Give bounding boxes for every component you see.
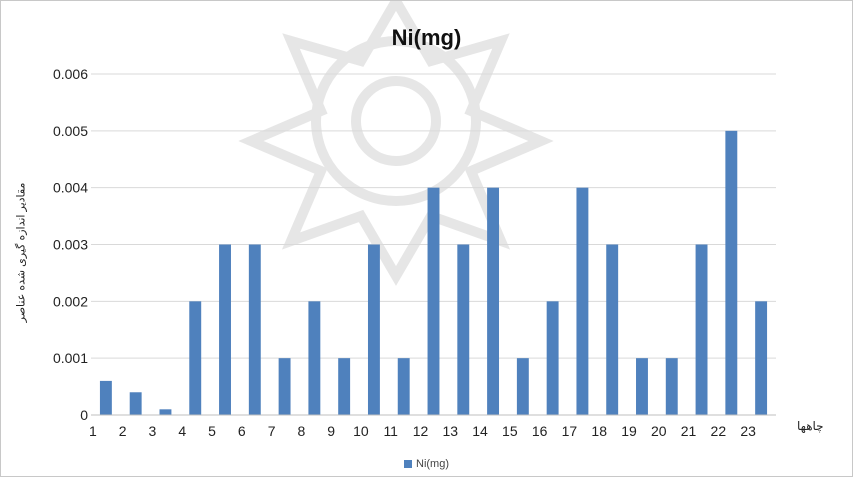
x-tick-label: 14 <box>472 423 488 439</box>
x-tick-label: 17 <box>562 423 578 439</box>
x-tick-label: 12 <box>413 423 429 439</box>
x-tick-label: 22 <box>711 423 727 439</box>
x-tick-label: 9 <box>327 423 335 439</box>
y-tick-label: 0.004 <box>53 180 88 196</box>
bar-21 <box>696 245 708 416</box>
bar-12 <box>428 188 440 415</box>
x-tick-label: 11 <box>383 423 398 439</box>
x-tick-label: 6 <box>238 423 246 439</box>
y-tick-label: 0.005 <box>53 123 88 139</box>
x-tick-label: 4 <box>178 423 186 439</box>
x-tick-label: 10 <box>353 423 369 439</box>
bar-11 <box>398 358 410 415</box>
y-tick-label: 0.003 <box>53 237 88 253</box>
bar-13 <box>457 245 469 416</box>
x-tick-label: 21 <box>681 423 697 439</box>
bar-2 <box>130 392 142 415</box>
bar-6 <box>249 245 261 416</box>
bar-8 <box>308 301 320 415</box>
bar-19 <box>636 358 648 415</box>
legend-label: Ni(mg) <box>416 458 449 470</box>
x-tick-label: 5 <box>208 423 216 439</box>
legend-swatch <box>404 460 412 468</box>
y-tick-label: 0.006 <box>53 66 88 82</box>
x-tick-label: 23 <box>740 423 756 439</box>
x-tick-label: 16 <box>532 423 548 439</box>
legend: Ni(mg) <box>1 458 852 470</box>
y-tick-label: 0.001 <box>53 350 88 366</box>
x-tick-label: 2 <box>119 423 127 439</box>
bar-10 <box>368 245 380 416</box>
bar-16 <box>547 301 559 415</box>
bar-7 <box>279 358 291 415</box>
x-tick-label: 20 <box>651 423 667 439</box>
y-tick-label: 0 <box>80 407 88 423</box>
bar-4 <box>189 301 201 415</box>
x-tick-label: 7 <box>268 423 276 439</box>
bar-14 <box>487 188 499 415</box>
bar-20 <box>666 358 678 415</box>
x-tick-label: 15 <box>502 423 518 439</box>
bar-9 <box>338 358 350 415</box>
bar-15 <box>517 358 529 415</box>
bar-5 <box>219 245 231 416</box>
y-tick-label: 0.002 <box>53 293 88 309</box>
x-tick-label: 3 <box>149 423 157 439</box>
x-tick-label: 18 <box>591 423 607 439</box>
bar-17 <box>576 188 588 415</box>
x-tick-label: 1 <box>89 423 97 439</box>
x-tick-label: 19 <box>621 423 637 439</box>
bar-1 <box>100 381 112 415</box>
bar-23 <box>755 301 767 415</box>
bar-18 <box>606 245 618 416</box>
bar-22 <box>725 131 737 415</box>
bar-3 <box>160 409 172 415</box>
x-tick-label: 8 <box>297 423 305 439</box>
x-tick-label: 13 <box>442 423 458 439</box>
